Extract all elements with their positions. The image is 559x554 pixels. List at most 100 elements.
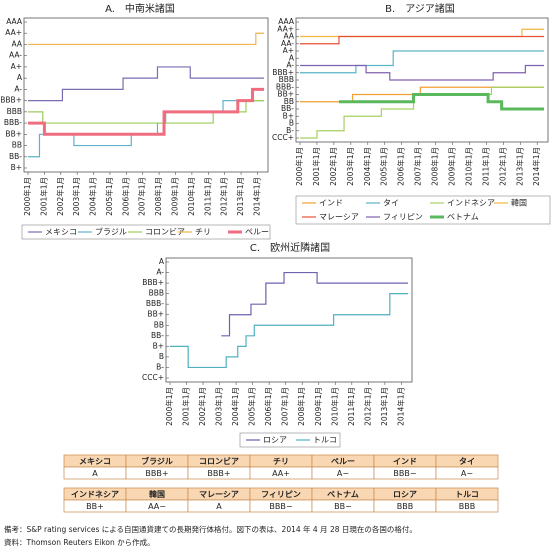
- x-tick-label: 2014年1月: [395, 387, 405, 426]
- legend-label: タイ: [383, 199, 399, 208]
- y-tick-label: A: [17, 73, 23, 82]
- rating-line: [338, 93, 544, 111]
- table-value: BBB: [397, 502, 413, 511]
- y-tick-label: AA-: [9, 51, 22, 60]
- rating-line: [28, 87, 264, 136]
- x-tick-label: 2014年1月: [251, 177, 261, 216]
- x-tick-label: 2010年1月: [463, 147, 473, 186]
- table-cell: [435, 466, 499, 480]
- chart-title: B. アジア諸国: [385, 2, 455, 15]
- x-tick-label: 2013年1月: [514, 147, 524, 186]
- table-header: インド: [393, 457, 417, 466]
- y-tick-label: BBB: [7, 107, 22, 116]
- y-tick-label: AA: [12, 39, 23, 48]
- table-value: BB−: [334, 502, 352, 511]
- x-tick-label: 2007年1月: [137, 177, 147, 216]
- legend-box: [21, 224, 271, 240]
- x-tick-label: 2006年1月: [120, 177, 130, 216]
- legend-label: コロンビア: [145, 228, 185, 237]
- legend-label: ブラジル: [95, 227, 127, 237]
- x-tick-label: 2007年1月: [280, 387, 290, 426]
- x-tick-label: 2005年1月: [104, 177, 114, 216]
- y-tick-label: A: [159, 257, 165, 266]
- y-tick-label: B+: [11, 163, 22, 172]
- legend-label: マレーシア: [319, 213, 359, 222]
- legend-label: ベトナム: [447, 213, 479, 222]
- x-tick-label: 2004年1月: [230, 387, 240, 426]
- table-value: A: [216, 502, 222, 511]
- plot-frame: [23, 17, 269, 173]
- y-tick-label: BBB-: [4, 118, 22, 127]
- y-tick-label: BBB+: [0, 96, 22, 105]
- x-tick-label: 2003年1月: [345, 147, 355, 186]
- table-header: ベトナム: [327, 490, 359, 499]
- table-header: コロンビア: [199, 456, 239, 466]
- y-tick-label: A-: [14, 84, 22, 93]
- table-value: BBB+: [207, 469, 230, 478]
- x-tick-label: 2011年1月: [480, 147, 490, 186]
- table-header: マレーシア: [199, 490, 239, 499]
- y-tick-label: BB+: [5, 129, 22, 138]
- x-tick-label: 2001年1月: [311, 147, 321, 186]
- x-tick-label: 2009年1月: [447, 147, 457, 186]
- table-value: A−: [337, 469, 349, 478]
- y-tick-label: CCC+: [142, 373, 164, 382]
- plot-frame: [165, 257, 413, 383]
- y-tick-label: AA+: [277, 24, 294, 33]
- legend-label: メキシコ: [45, 228, 77, 237]
- x-tick-label: 2013年1月: [235, 177, 245, 216]
- rating-line: [28, 66, 264, 102]
- x-tick-label: 2012年1月: [362, 387, 372, 426]
- y-tick-label: BBB-: [146, 299, 164, 308]
- y-tick-label: A: [289, 53, 295, 62]
- table-header: ペルー: [331, 457, 355, 466]
- x-tick-label: 2011年1月: [202, 177, 212, 216]
- table-header: ブラジル: [141, 456, 173, 466]
- y-tick-label: AAA: [6, 17, 23, 26]
- x-tick-label: 2002年1月: [328, 147, 338, 186]
- table-value: BBB+: [145, 469, 168, 478]
- x-tick-label: 2000年1月: [22, 177, 32, 216]
- y-tick-label: AA+: [5, 28, 22, 37]
- rating-line: [300, 28, 544, 38]
- legend-label: ロシア: [263, 436, 287, 445]
- rating-line: [300, 35, 544, 45]
- x-tick-label: 2003年1月: [214, 387, 224, 426]
- note: 備考：S&P rating services による自国通貨建ての長期発行体格付…: [4, 524, 417, 534]
- x-tick-label: 2011年1月: [346, 387, 356, 426]
- table-value: A−: [461, 469, 473, 478]
- y-tick-label: BB-: [9, 152, 22, 161]
- rating-line: [221, 271, 408, 337]
- rating-line: [28, 100, 264, 124]
- x-tick-label: 2006年1月: [396, 147, 406, 186]
- x-tick-label: 2007年1月: [413, 147, 423, 186]
- table-value: BBB−: [393, 469, 416, 478]
- y-tick-label: BB+: [147, 310, 164, 319]
- x-tick-label: 2005年1月: [247, 387, 257, 426]
- x-tick-label: 2001年1月: [38, 177, 48, 216]
- y-tick-label: BB-: [281, 104, 294, 113]
- legend-label: チリ: [195, 228, 211, 237]
- x-tick-label: 2005年1月: [379, 147, 389, 186]
- legend-label: トルコ: [313, 436, 337, 445]
- rating-line: [28, 100, 264, 158]
- y-tick-label: BBB+: [142, 278, 164, 287]
- y-tick-label: BB+: [277, 90, 294, 99]
- x-tick-label: 2003年1月: [71, 177, 81, 216]
- table-header: タイ: [459, 456, 475, 466]
- y-tick-label: BB: [12, 141, 22, 150]
- y-tick-label: BB: [284, 97, 294, 106]
- table-header: インドネシア: [71, 489, 119, 499]
- x-tick-label: 2009年1月: [170, 177, 180, 216]
- y-tick-label: BB: [154, 320, 164, 329]
- x-tick-label: 2013年1月: [379, 387, 389, 426]
- x-tick-label: 2014年1月: [531, 147, 541, 186]
- table-value: BBB−: [269, 502, 292, 511]
- x-tick-label: 2002年1月: [55, 177, 65, 216]
- y-tick-label: A-: [286, 61, 294, 70]
- y-tick-label: CCC+: [272, 133, 294, 142]
- table-header: トルコ: [455, 490, 479, 499]
- table-value: AA+: [272, 469, 290, 478]
- x-tick-label: 2000年1月: [294, 147, 304, 186]
